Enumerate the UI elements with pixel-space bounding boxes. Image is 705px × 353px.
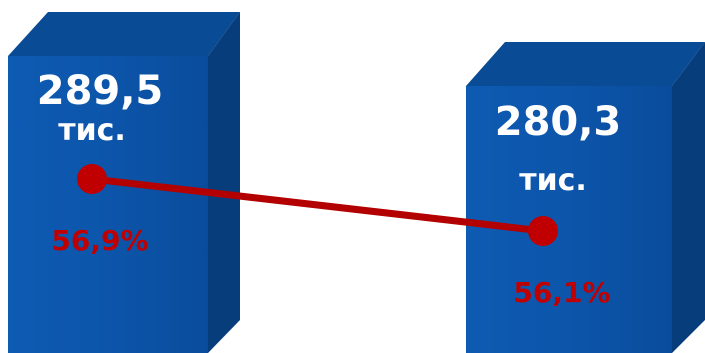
bar-2-unit-label: тис. — [519, 163, 587, 198]
line-point-1-label: 56,9% — [51, 224, 148, 257]
line-point-1 — [77, 164, 107, 194]
line-point-2-label: 56,1% — [513, 276, 610, 309]
bar-1-value-label: 289,5 — [37, 68, 164, 114]
bar-1-front — [8, 56, 208, 353]
bar-2-top — [466, 42, 705, 86]
line-point-2 — [528, 216, 558, 246]
bar-group-2 — [466, 42, 705, 353]
bar-1-side — [208, 12, 240, 353]
bar-2-side — [672, 42, 705, 353]
bar-2-value-label: 280,3 — [495, 99, 622, 145]
bar-2-front — [466, 86, 672, 353]
line-series — [88, 175, 547, 235]
bar-group-1 — [8, 12, 240, 353]
bar-1-top — [8, 12, 240, 56]
bar-1-unit-label: тис. — [58, 113, 126, 148]
